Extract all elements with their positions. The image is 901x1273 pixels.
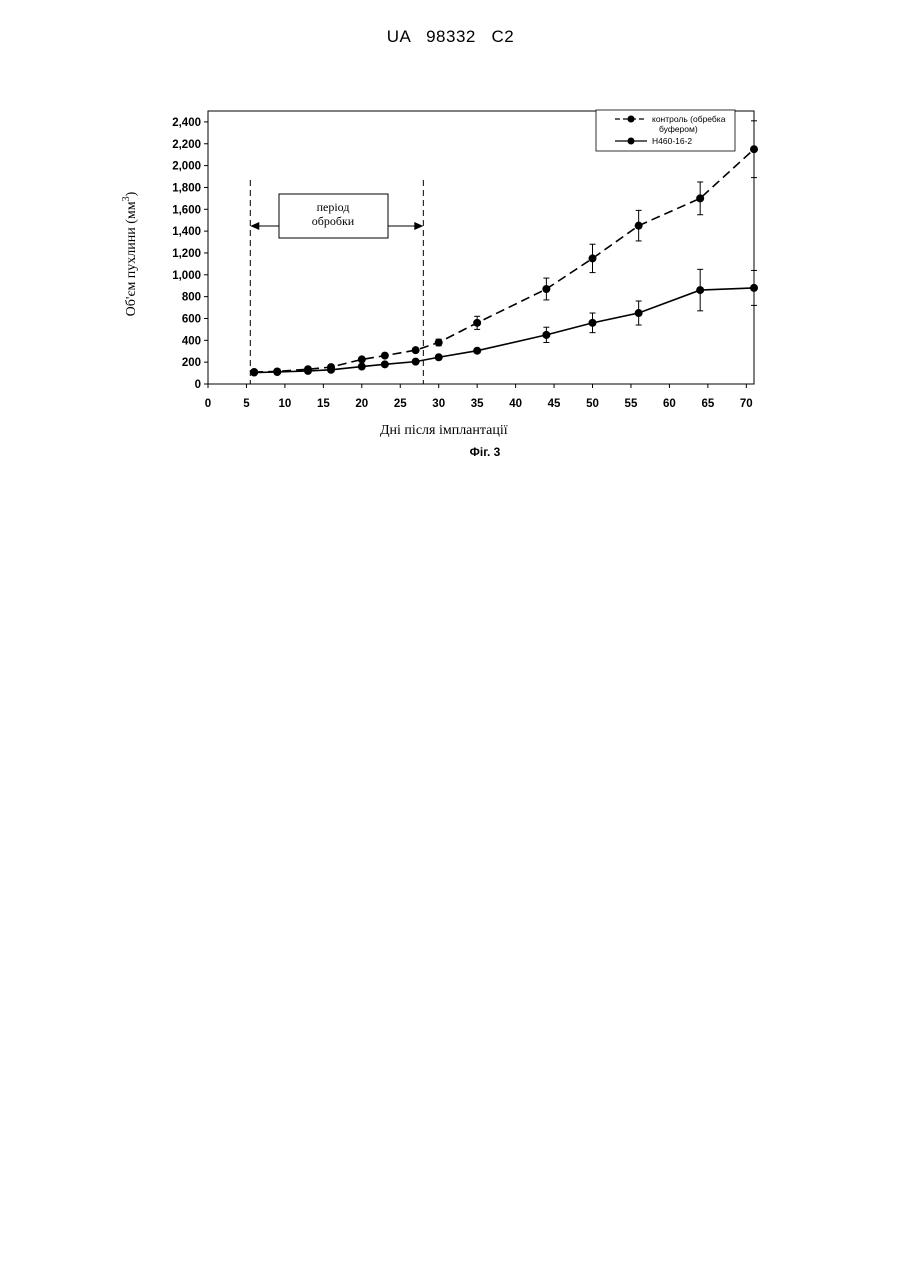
y-tick-label: 1,800 [172,182,201,194]
data-point [327,366,335,374]
data-point [381,352,389,360]
data-point [273,368,281,376]
data-point [750,145,758,153]
data-point [412,346,420,354]
y-tick-label: 400 [182,335,201,347]
figure-caption: Фіг. 3 [470,445,501,459]
x-tick-label: 10 [279,398,292,410]
x-tick-label: 40 [509,398,522,410]
y-tick-label: 1,200 [172,248,201,260]
data-point [250,369,258,377]
x-tick-label: 25 [394,398,407,410]
x-tick-label: 15 [317,398,330,410]
data-point [381,360,389,368]
data-point [542,285,550,293]
x-tick-label: 55 [625,398,638,410]
series-line [254,288,754,373]
data-point [542,331,550,339]
x-tick-label: 0 [205,398,211,410]
data-point [750,284,758,292]
data-point [358,363,366,371]
y-tick-label: 0 [195,379,201,391]
legend-marker-treated [628,138,635,145]
data-point [635,222,643,230]
y-tick-label: 1,000 [172,270,201,282]
data-point [635,309,643,317]
x-tick-label: 30 [432,398,445,410]
period-label-line2: обробки [312,214,355,228]
series-treated [250,269,758,376]
x-tick-label: 35 [471,398,484,410]
tumor-volume-chart: 02004006008001,0001,2001,4001,6001,8002,… [0,0,901,480]
data-point [412,358,420,366]
arrow-left-icon [250,222,259,230]
legend-label-control-1: контроль (обребка [652,114,726,124]
y-tick-label: 200 [182,357,201,369]
plot-frame [208,111,754,384]
x-tick-label: 5 [243,398,250,410]
legend-label-control-2: буфером) [659,124,698,134]
x-tick-label: 70 [740,398,753,410]
data-point [589,254,597,262]
legend-marker-control [628,116,635,123]
data-point [589,319,597,327]
data-point [304,367,312,375]
y-tick-label: 800 [182,292,201,304]
x-tick-label: 20 [355,398,368,410]
series-control [250,121,758,376]
period-label-line1: період [317,200,350,214]
chart-legend: контроль (обребка буфером) H460-16-2 [596,110,735,151]
x-tick-label: 45 [548,398,561,410]
y-tick-label: 2,400 [172,117,201,129]
y-tick-label: 1,600 [172,204,201,216]
data-point [358,355,366,363]
series-line [254,149,754,372]
x-axis-label: Дні після імплантації [380,423,508,438]
data-point [696,194,704,202]
chart-axes: 02004006008001,0001,2001,4001,6001,8002,… [172,111,754,410]
x-tick-label: 60 [663,398,676,410]
y-tick-label: 1,400 [172,226,201,238]
data-point [473,347,481,355]
legend-label-treated: H460-16-2 [652,136,692,146]
data-point [435,339,443,347]
chart-series [250,121,758,377]
x-tick-label: 50 [586,398,599,410]
y-tick-label: 2,200 [172,139,201,151]
arrow-right-icon [414,222,423,230]
y-axis-label: Об'єм пухлини (мм3) [121,191,139,316]
data-point [435,353,443,361]
x-tick-label: 65 [701,398,714,410]
data-point [696,286,704,294]
y-tick-label: 2,000 [172,161,201,173]
data-point [473,319,481,327]
y-tick-label: 600 [182,313,201,325]
